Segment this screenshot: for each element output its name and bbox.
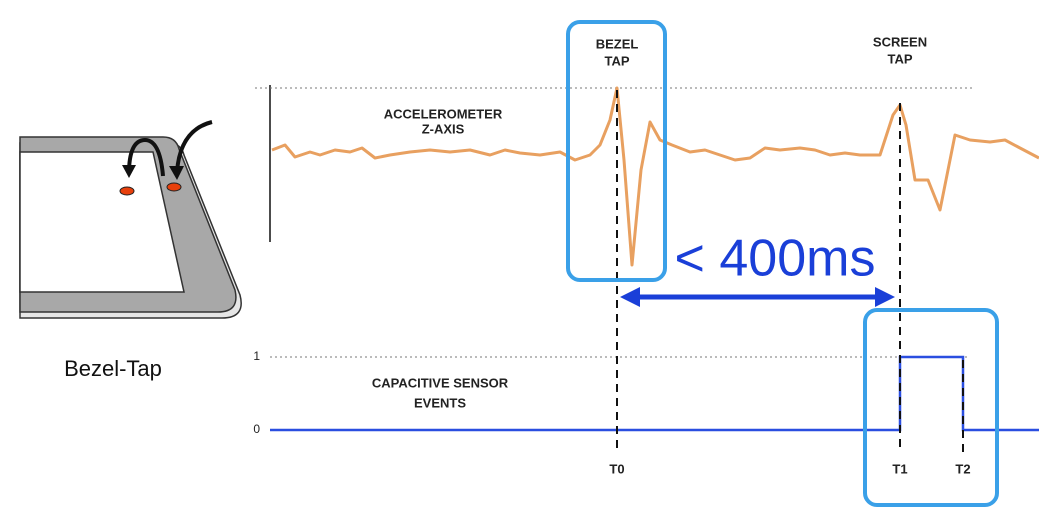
capacitive-label: EVENTS [414,395,466,410]
interval-label: < 400ms [675,230,876,288]
time-marker-label: T1 [892,461,907,476]
figure: Bezel-Tap < 400ms BEZEL TAP SCREEN TAP A… [0,0,1039,513]
capacitive-signal [270,357,1039,430]
touch-point [167,183,181,191]
time-marker-label: T0 [609,461,624,476]
accelerometer-label: Z-AXIS [422,121,465,136]
tablet-illustration: Bezel-Tap [20,122,241,381]
caption: Bezel-Tap [64,356,162,381]
screen-tap-label: SCREEN [873,34,927,49]
level-label: 1 [253,349,260,363]
accelerometer-label: ACCELEROMETER [384,106,503,121]
capacitive-label: CAPACITIVE SENSOR [372,375,509,390]
time-marker-label: T2 [955,461,970,476]
touch-point [120,187,134,195]
level-label: 0 [253,422,260,436]
screen-tap-label: TAP [887,51,912,66]
arrowhead [620,287,640,307]
arrowhead [875,287,895,307]
highlight-box [865,310,997,505]
bezel-tap-label: BEZEL [596,36,639,51]
page: Bezel-Tap < 400ms BEZEL TAP SCREEN TAP A… [0,0,1039,513]
bezel-tap-label: TAP [604,53,629,68]
